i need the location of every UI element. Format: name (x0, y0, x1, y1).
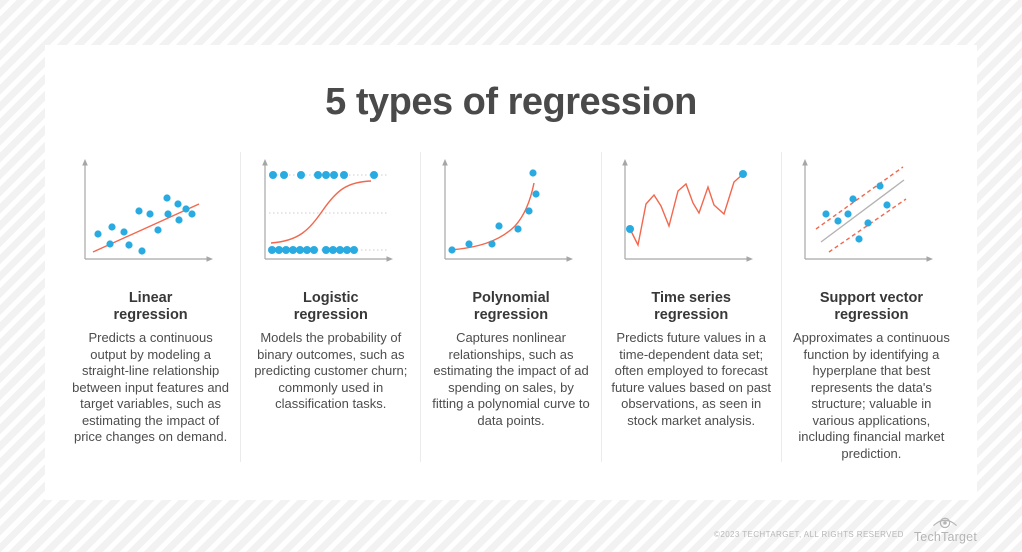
brand-name: TechTarget (913, 530, 977, 544)
infographic-card: 5 types of regression Linear regression … (45, 45, 977, 500)
footer: ©2023 TECHTARGET, ALL RIGHTS RESERVED Te… (714, 514, 977, 544)
chart-wrap (788, 152, 955, 284)
column-title: Support vector regression (819, 290, 923, 323)
column-description: Predicts future values in a time-depende… (611, 330, 772, 428)
eye-icon (933, 517, 958, 529)
column-support-vector-regression: Support vector regression Approximates a… (780, 152, 961, 462)
copyright-text: ©2023 TECHTARGET, ALL RIGHTS RESERVED (714, 530, 904, 539)
polynomial-regression-chart (442, 159, 573, 262)
column-description: Approximates a continuous function by id… (793, 330, 950, 461)
column-logistic-regression: Logistic regression Models the probabili… (240, 152, 420, 462)
column-description: Captures nonlinear relationships, such a… (432, 330, 590, 428)
chart-wrap (427, 152, 594, 284)
column-time-series-regression: Time series regression Predicts future v… (600, 152, 781, 462)
column-linear-regression: Linear regression Predicts a continuous … (61, 152, 240, 462)
chart-wrap (247, 152, 414, 284)
time-series-regression-chart (622, 159, 754, 262)
regression-columns: Linear regression Predicts a continuous … (61, 152, 961, 462)
support-vector-regression-chart (802, 159, 934, 262)
logistic-regression-chart (261, 159, 393, 262)
chart-wrap (67, 152, 234, 284)
column-title: Linear regression (113, 290, 188, 323)
techtarget-logo: TechTarget (914, 514, 977, 544)
column-title: Time series regression (651, 290, 731, 323)
linear-regression-chart (81, 159, 213, 262)
column-title: Polynomial regression (472, 290, 550, 323)
page-title: 5 types of regression (325, 81, 697, 123)
column-description: Predicts a continuous output by modeling… (72, 330, 230, 444)
column-polynomial-regression: Polynomial regression Captures nonlinear… (420, 152, 600, 462)
column-title: Logistic regression (293, 290, 368, 323)
column-description: Models the probability of binary outcome… (254, 330, 408, 411)
chart-wrap (608, 152, 775, 284)
